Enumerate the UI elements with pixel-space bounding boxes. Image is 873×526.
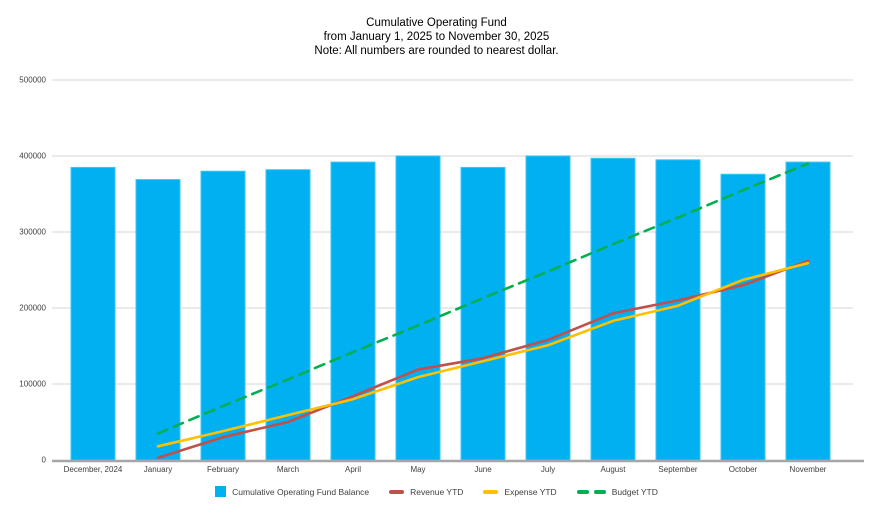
bar-october xyxy=(720,173,766,461)
bar-may xyxy=(395,155,441,461)
plot-area: 0 100000 200000 300000 400000 500000 December,… xyxy=(19,76,864,474)
x-axis-tick-label-september: September xyxy=(658,465,697,474)
expense-ytd-legend-marker-icon xyxy=(483,489,499,494)
x-axis-tick-label-june: June xyxy=(474,465,492,474)
y-axis-tick-label: 100000 xyxy=(19,380,46,389)
legend-label-budget-ytd: Budget YTD xyxy=(611,486,658,497)
chart-title: Cumulative Operating Fund from January 1… xyxy=(0,16,873,58)
y-axis-tick-label: 300000 xyxy=(19,228,46,237)
bar-april xyxy=(330,161,376,461)
x-axis-tick-label-december-2024: December, 2024 xyxy=(64,465,123,474)
y-axis-tick-label: 400000 xyxy=(19,152,46,161)
legend-dash xyxy=(593,489,606,494)
legend-dash xyxy=(576,489,589,494)
x-axis-tick-label-january: January xyxy=(144,465,172,474)
x-axis-tick-label-march: March xyxy=(277,465,299,474)
x-axis-tick-label-april: April xyxy=(345,465,361,474)
y-axis-tick-label: 500000 xyxy=(19,76,46,85)
revenue-ytd-line xyxy=(156,259,810,460)
legend-item-cumulative-operating-fund-balance: Cumulative Operating Fund Balance xyxy=(215,486,369,497)
legend-item-budget-ytd: Budget YTD xyxy=(576,486,658,497)
bar-february xyxy=(200,170,246,461)
bar-november xyxy=(785,161,831,461)
budget-ytd-legend-marker-icon xyxy=(576,489,606,494)
expense-ytd-line xyxy=(156,261,810,448)
legend-item-expense-ytd: Expense YTD xyxy=(483,486,557,497)
legend-label-revenue-ytd: Revenue YTD xyxy=(410,486,464,497)
x-axis-tick-label-may: May xyxy=(410,465,425,474)
cumulative-operating-fund-balance-legend-marker-icon xyxy=(215,486,227,497)
chart-title-line1: Cumulative Operating Fund xyxy=(366,17,507,29)
x-axis-tick-label-november: November xyxy=(790,465,827,474)
x-axis-tick-label-august: August xyxy=(601,465,627,474)
chart-title-line2: from January 1, 2025 to November 30, 202… xyxy=(323,31,550,43)
y-axis-tick-label: 200000 xyxy=(19,304,46,313)
revenue-ytd-legend-marker-icon xyxy=(389,489,405,494)
x-axis-tick-label-february: February xyxy=(207,465,239,474)
legend-label-expense-ytd: Expense YTD xyxy=(504,486,557,497)
bar-june xyxy=(460,166,506,461)
chart-title-line3: Note: All numbers are rounded to nearest… xyxy=(314,45,559,57)
x-axis-tick-label-october: October xyxy=(729,465,758,474)
chart-legend: Cumulative Operating Fund Balance Revenue… xyxy=(0,486,873,497)
y-axis-tick-label: 0 xyxy=(42,456,47,465)
x-axis-tick-label-july: July xyxy=(541,465,555,474)
legend-item-revenue-ytd: Revenue YTD xyxy=(389,487,463,497)
bar-january xyxy=(135,179,181,461)
bar-july xyxy=(525,155,571,461)
budget-ytd-line xyxy=(156,162,810,435)
bar-december-2024 xyxy=(70,166,116,461)
legend-label-cumulative-operating-fund-balance: Cumulative Operating Fund Balance xyxy=(232,486,370,497)
